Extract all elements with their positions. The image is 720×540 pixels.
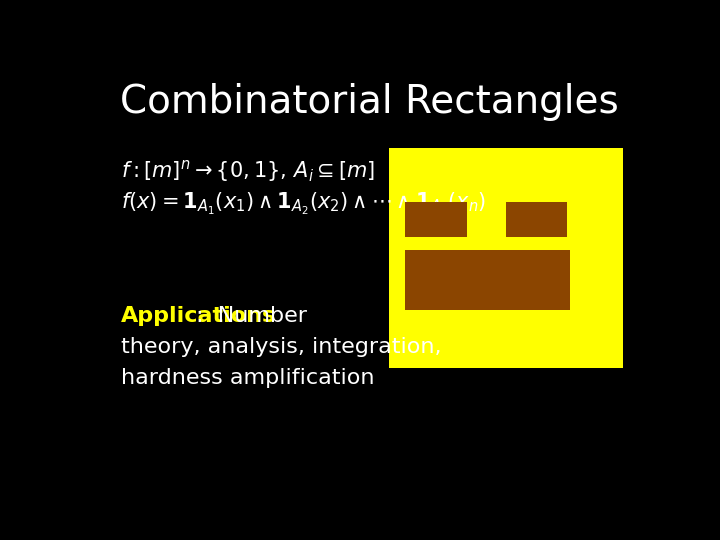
Text: theory, analysis, integration,: theory, analysis, integration,	[121, 337, 441, 357]
Bar	[405, 250, 570, 310]
Text: Combinatorial Rectangles: Combinatorial Rectangles	[120, 83, 618, 121]
Text: $f : [m]^n \to \{0, 1\},\, A_i \subseteq [m]$: $f : [m]^n \to \{0, 1\},\, A_i \subseteq…	[121, 158, 375, 184]
Bar	[505, 202, 567, 238]
Bar	[389, 148, 623, 368]
Bar	[405, 202, 467, 238]
Text: Applications: Applications	[121, 306, 276, 326]
Text: $f(x) = \mathbf{1}_{A_1}(x_1) \wedge \mathbf{1}_{A_2}(x_2) \wedge \cdots \wedge : $f(x) = \mathbf{1}_{A_1}(x_1) \wedge \ma…	[121, 191, 486, 217]
Text: :  Number: : Number	[196, 306, 307, 326]
Text: hardness amplification: hardness amplification	[121, 368, 374, 388]
